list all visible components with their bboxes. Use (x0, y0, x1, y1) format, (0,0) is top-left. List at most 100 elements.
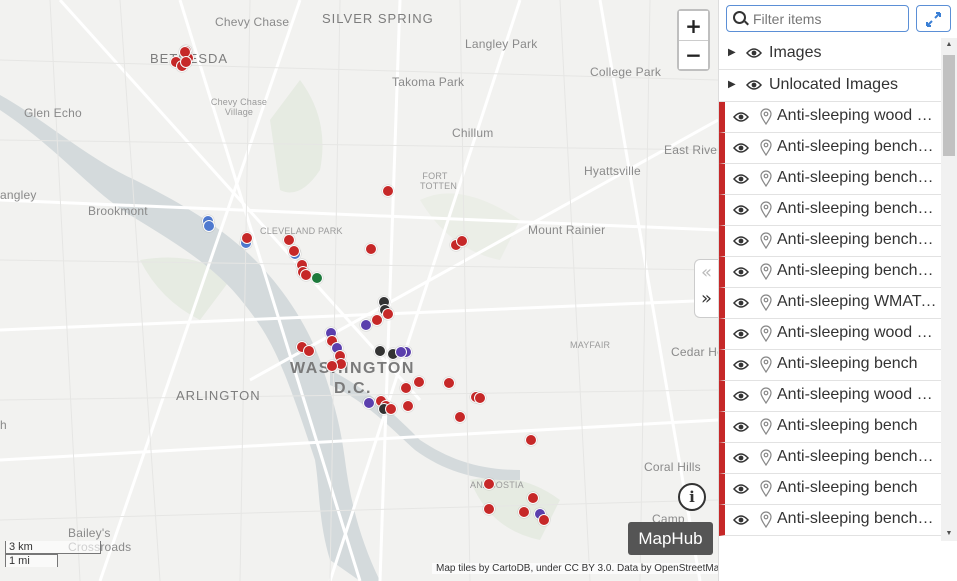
place-label-angley: angley (0, 188, 37, 202)
zoom-out-button[interactable]: − (679, 40, 708, 69)
map-marker[interactable] (203, 220, 215, 232)
eye-icon[interactable] (746, 79, 762, 91)
list-item[interactable]: Anti-sleeping bench (719, 350, 941, 381)
list-item[interactable]: Anti-sleeping bench with armrests (719, 257, 941, 288)
map-marker[interactable] (374, 345, 386, 357)
expand-chevron-icon[interactable]: » (700, 288, 712, 309)
list-item[interactable]: Anti-sleeping bench (719, 474, 941, 505)
eye-icon[interactable] (733, 421, 749, 433)
expand-panel-button[interactable] (916, 5, 951, 32)
item-label: Anti-sleeping bench (777, 355, 918, 372)
scroll-thumb[interactable] (943, 55, 955, 156)
location-pin-icon (760, 201, 772, 218)
list-item[interactable]: Anti-sleeping WMATA bench (719, 288, 941, 319)
map-marker[interactable] (365, 243, 377, 255)
eye-icon[interactable] (733, 142, 749, 154)
map-marker[interactable] (241, 232, 253, 244)
map-marker[interactable] (363, 397, 375, 409)
map-marker[interactable] (456, 235, 468, 247)
list-item[interactable]: Anti-sleeping bench with armrests (719, 133, 941, 164)
map-marker[interactable] (402, 400, 414, 412)
map-marker[interactable] (443, 377, 455, 389)
map-marker[interactable] (311, 272, 323, 284)
item-label: Anti-sleeping wood bench (777, 107, 937, 124)
map-marker[interactable] (454, 411, 466, 423)
list-item[interactable]: Anti-sleeping wood bench (719, 319, 941, 350)
map-marker[interactable] (483, 478, 495, 490)
group-label: Unlocated Images (769, 76, 898, 93)
place-label-dc: D.C. (334, 380, 372, 397)
list-item[interactable]: Anti-sleeping bench with armrests (719, 443, 941, 474)
scroll-down-arrow-icon[interactable]: ▼ (945, 530, 953, 537)
place-label-mayfair: MAYFAIR (570, 340, 611, 350)
eye-icon[interactable] (733, 204, 749, 216)
filter-search-box[interactable] (726, 5, 909, 32)
eye-icon[interactable] (733, 328, 749, 340)
map-marker[interactable] (525, 434, 537, 446)
item-label: Anti-sleeping bench with armrests (777, 200, 937, 217)
map-marker[interactable] (180, 56, 192, 68)
eye-icon[interactable] (733, 173, 749, 185)
map-marker[interactable] (474, 392, 486, 404)
location-pin-icon (760, 139, 772, 156)
map-marker[interactable] (371, 314, 383, 326)
location-pin-icon (760, 232, 772, 249)
eye-icon[interactable] (733, 514, 749, 526)
zoom-in-button[interactable]: + (679, 11, 708, 40)
map-marker[interactable] (283, 234, 295, 246)
eye-icon[interactable] (733, 266, 749, 278)
list-item[interactable]: Anti-sleeping bench with armrests (719, 226, 941, 257)
list-item[interactable]: Anti-sleeping bench with armrests (719, 505, 941, 536)
place-label-silver-spring: SILVER SPRING (322, 11, 434, 26)
eye-icon[interactable] (733, 297, 749, 309)
map-marker[interactable] (527, 492, 539, 504)
place-label-college-park: College Park (590, 65, 662, 79)
list-item[interactable]: Anti-sleeping bench with armrests (719, 195, 941, 226)
location-pin-icon (760, 387, 772, 404)
layer-list: ▶ Images ▶ Unlocated Images Anti-sleepin… (719, 38, 941, 538)
collapse-chevron-icon[interactable]: « (700, 262, 712, 283)
group-label: Images (769, 44, 822, 61)
group-images[interactable]: ▶ Images (719, 38, 941, 70)
expand-triangle-icon[interactable]: ▶ (728, 79, 736, 90)
scale-km-label: 3 km (5, 541, 101, 554)
map-marker[interactable] (483, 503, 495, 515)
expand-triangle-icon[interactable]: ▶ (728, 47, 736, 58)
scroll-up-arrow-icon[interactable]: ▲ (945, 41, 953, 48)
basemap (0, 0, 718, 581)
map-marker[interactable] (360, 319, 372, 331)
place-label-glen-echo: Glen Echo (24, 106, 82, 120)
map-attribution: Map tiles by CartoDB, under CC BY 3.0. D… (432, 563, 718, 574)
eye-icon[interactable] (733, 390, 749, 402)
filter-items-input[interactable] (751, 8, 905, 30)
map-marker[interactable] (538, 514, 550, 526)
group-unlocated-images[interactable]: ▶ Unlocated Images (719, 70, 941, 102)
map-marker[interactable] (413, 376, 425, 388)
list-item[interactable]: Anti-sleeping bench with armrests (719, 164, 941, 195)
map-marker[interactable] (326, 360, 338, 372)
eye-icon[interactable] (733, 359, 749, 371)
list-scrollbar[interactable]: ▲ ▼ (941, 38, 957, 541)
map-marker[interactable] (288, 245, 300, 257)
map-marker[interactable] (382, 308, 394, 320)
item-label: Anti-sleeping bench with armrests (777, 138, 937, 155)
info-icon[interactable]: i (678, 483, 706, 511)
eye-icon[interactable] (733, 111, 749, 123)
item-label: Anti-sleeping bench with armrests (777, 169, 937, 186)
map-marker[interactable] (395, 346, 407, 358)
map-marker[interactable] (382, 185, 394, 197)
eye-icon[interactable] (733, 235, 749, 247)
maphub-brand-button[interactable]: MapHub (628, 522, 713, 555)
map-marker[interactable] (303, 345, 315, 357)
list-item[interactable]: Anti-sleeping wood bench (719, 102, 941, 133)
eye-icon[interactable] (746, 47, 762, 59)
eye-icon[interactable] (733, 483, 749, 495)
list-item[interactable]: Anti-sleeping bench (719, 412, 941, 443)
map-marker[interactable] (400, 382, 412, 394)
location-pin-icon (760, 170, 772, 187)
eye-icon[interactable] (733, 452, 749, 464)
map-marker[interactable] (385, 403, 397, 415)
map-marker[interactable] (518, 506, 530, 518)
list-item[interactable]: Anti-sleeping wood bench (719, 381, 941, 412)
